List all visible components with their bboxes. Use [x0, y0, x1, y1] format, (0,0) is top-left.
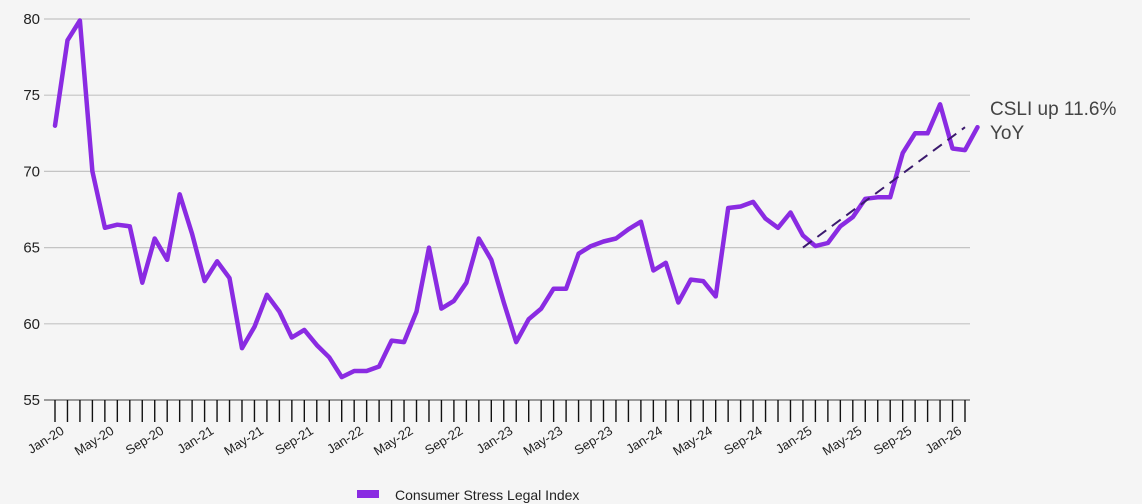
x-tick-label: Jan-21 [175, 423, 217, 457]
x-tick-label: Jan-23 [474, 423, 516, 457]
trendline-layer [802, 126, 966, 249]
y-tick-label: 60 [23, 316, 40, 333]
x-tick-label: May-21 [221, 423, 266, 459]
x-tick-label: Jan-26 [922, 423, 964, 457]
x-tick-label: Sep-25 [871, 423, 915, 458]
legend-swatch [357, 490, 379, 498]
y-tick-label: 80 [23, 11, 40, 28]
annotation-line-2: YoY [990, 123, 1024, 144]
y-tick-label: 75 [23, 87, 40, 104]
x-tick-label: Sep-21 [272, 423, 316, 458]
x-tick-label: Sep-23 [572, 423, 616, 458]
x-tick-label: May-23 [521, 423, 566, 459]
x-tick-label: May-25 [820, 423, 865, 459]
y-tick-label: 65 [23, 240, 40, 257]
x-tick-label: Jan-24 [623, 423, 665, 457]
x-tick-label: Sep-20 [123, 423, 167, 458]
legend: Consumer Stress Legal Index [357, 487, 579, 503]
trendline [802, 126, 966, 249]
x-tick-label: May-20 [72, 423, 117, 459]
y-axis-ticks: 55 60 65 70 75 80 [23, 11, 40, 409]
x-tick-label: May-22 [371, 423, 416, 459]
x-tick-label: May-24 [670, 423, 715, 459]
series-layer [52, 18, 980, 380]
x-tick-label: Jan-20 [25, 423, 67, 457]
y-tick-label: 70 [23, 163, 40, 180]
x-tick-label: Jan-22 [324, 423, 366, 457]
x-tick-label: Sep-22 [422, 423, 466, 458]
x-tick-label: Sep-24 [721, 423, 765, 458]
x-tick-label: Jan-25 [773, 423, 815, 457]
x-axis: Jan-20 May-20 Sep-20 Jan-21 May-21 Sep-21 Jan-… [25, 400, 966, 459]
y-tick-label: 55 [23, 392, 40, 409]
annotation-line-1: CSLI up 11.6% [990, 99, 1117, 120]
annotation: CSLI up 11.6% YoY [990, 99, 1117, 144]
legend-label: Consumer Stress Legal Index [395, 487, 579, 503]
